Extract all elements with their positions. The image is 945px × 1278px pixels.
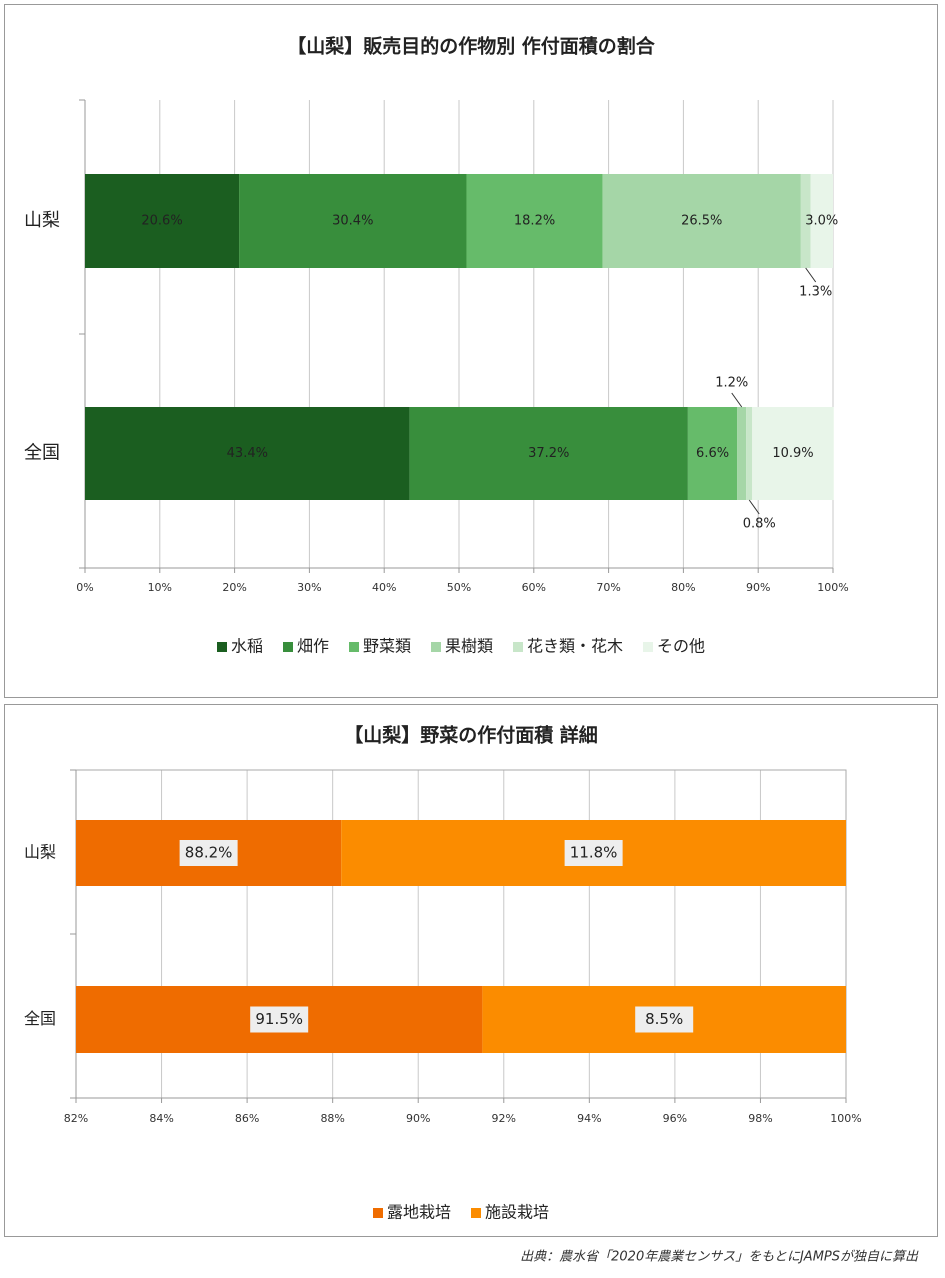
category-label: 山梨 <box>24 843 56 862</box>
bar-segment <box>800 174 811 268</box>
category-label: 山梨 <box>24 210 60 231</box>
x-tick-label: 92% <box>492 1112 516 1125</box>
x-tick-label: 70% <box>596 581 620 594</box>
x-tick-label: 90% <box>746 581 770 594</box>
value-label: 43.4% <box>227 446 268 461</box>
value-label: 26.5% <box>681 214 722 229</box>
bar-segment <box>746 407 753 500</box>
label-box <box>179 840 238 866</box>
legend-swatch <box>431 642 441 652</box>
x-tick-label: 90% <box>406 1112 430 1125</box>
x-tick-label: 100% <box>830 1112 861 1125</box>
x-tick-label: 30% <box>297 581 321 594</box>
legend-label: 水稲 <box>231 637 263 656</box>
value-label: 88.2% <box>185 844 233 862</box>
x-tick-label: 94% <box>577 1112 601 1125</box>
bar-segment <box>409 407 688 500</box>
x-tick-label: 84% <box>149 1112 173 1125</box>
x-tick-label: 40% <box>372 581 396 594</box>
label-box <box>250 1006 309 1033</box>
x-tick-label: 0% <box>76 581 93 594</box>
x-tick-label: 98% <box>748 1112 772 1125</box>
x-tick-label: 60% <box>522 581 546 594</box>
value-label: 3.0% <box>805 214 838 229</box>
value-label: 91.5% <box>255 1010 303 1028</box>
value-label: 10.9% <box>772 446 813 461</box>
value-label: 8.5% <box>645 1010 683 1028</box>
value-label: 0.8% <box>743 517 776 532</box>
value-label: 30.4% <box>332 214 373 229</box>
value-label: 18.2% <box>514 214 555 229</box>
legend-swatch <box>373 1208 383 1218</box>
bar-segment <box>602 174 801 268</box>
legend-swatch <box>283 642 293 652</box>
chart-frame <box>4 704 938 1237</box>
bar-segment <box>737 407 747 500</box>
x-tick-label: 80% <box>671 581 695 594</box>
x-tick-label: 96% <box>663 1112 687 1125</box>
legend-swatch <box>643 642 653 652</box>
legend-label: 施設栽培 <box>485 1203 549 1222</box>
leader-line <box>748 499 760 515</box>
bar-segment <box>466 174 603 268</box>
legend-swatch <box>471 1208 481 1218</box>
value-label: 11.8% <box>570 844 618 862</box>
value-label: 1.2% <box>715 376 748 391</box>
x-tick-label: 100% <box>817 581 848 594</box>
legend-label: 野菜類 <box>363 637 411 656</box>
value-label: 1.3% <box>799 285 832 300</box>
category-label: 全国 <box>24 443 60 464</box>
value-label: 37.2% <box>528 446 569 461</box>
legend-label: 露地栽培 <box>387 1203 451 1222</box>
value-label: 6.6% <box>696 446 729 461</box>
label-box <box>564 840 623 866</box>
legend-label: 花き類・花木 <box>527 637 623 656</box>
chart-title: 【山梨】野菜の作付面積 詳細 <box>344 724 598 747</box>
legend-swatch <box>513 642 523 652</box>
bar-segment <box>687 407 738 500</box>
bar-segment <box>810 174 833 268</box>
category-label: 全国 <box>24 1009 56 1028</box>
x-tick-label: 20% <box>222 581 246 594</box>
x-tick-label: 86% <box>235 1112 259 1125</box>
leader-line <box>731 392 743 408</box>
x-tick-label: 10% <box>148 581 172 594</box>
x-tick-label: 50% <box>447 581 471 594</box>
legend-label: 果樹類 <box>445 637 493 656</box>
legend-label: その他 <box>657 637 705 656</box>
label-box <box>635 1006 694 1033</box>
chart-title: 【山梨】販売目的の作物別 作付面積の割合 <box>287 35 656 58</box>
x-tick-label: 88% <box>320 1112 344 1125</box>
bar-segment <box>752 407 834 500</box>
legend-swatch <box>349 642 359 652</box>
bar-segment <box>85 407 410 500</box>
legend-label: 畑作 <box>297 637 329 656</box>
x-tick-label: 82% <box>64 1112 88 1125</box>
value-label: 20.6% <box>141 214 182 229</box>
source: 出典：農水省「2020年農業センサス」をもとにJAMPSが独自に算出 <box>520 1250 919 1265</box>
leader-line <box>805 267 817 283</box>
bar-segment <box>85 174 240 268</box>
legend-swatch <box>217 642 227 652</box>
bar-segment <box>239 174 467 268</box>
